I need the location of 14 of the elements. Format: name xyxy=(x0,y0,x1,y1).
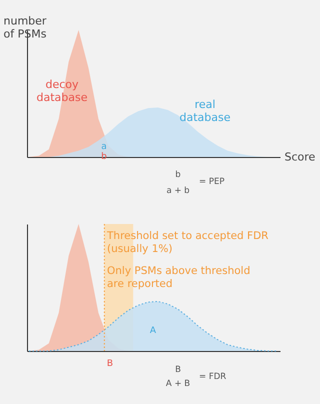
series-label: decoy database xyxy=(36,78,88,104)
annotation: a xyxy=(101,142,107,152)
annotation: A xyxy=(150,326,157,336)
text: B xyxy=(175,365,182,375)
text: B xyxy=(106,359,114,369)
text: A + B xyxy=(166,379,190,389)
annotation: Threshold set to accepted FDR (usually 1%) xyxy=(106,230,268,255)
text: = FDR xyxy=(199,372,226,382)
annotation: Only PSMs above threshold are reported xyxy=(107,265,250,290)
series-label: real database xyxy=(180,98,231,124)
text: b xyxy=(175,170,181,180)
text: = PEP xyxy=(199,177,224,187)
text: a + b xyxy=(166,186,190,196)
x-axis-title: Score xyxy=(284,150,316,164)
